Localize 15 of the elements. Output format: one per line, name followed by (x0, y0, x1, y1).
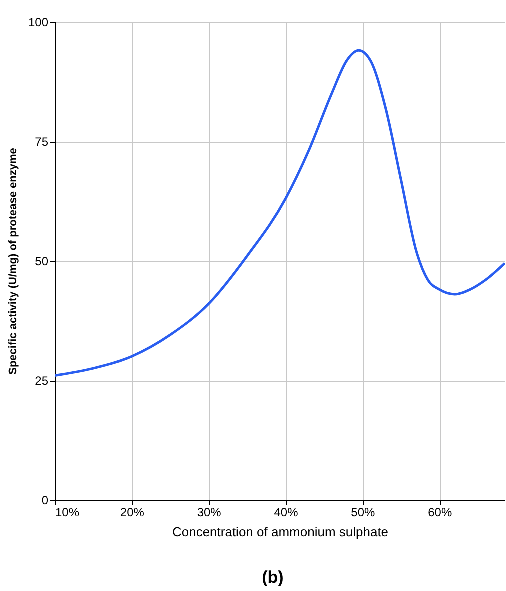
y-tick-label: 75 (35, 135, 49, 149)
y-tick-label: 0 (42, 494, 49, 508)
text: (b) (261, 568, 285, 588)
y-tick-label: 25 (35, 374, 49, 388)
x-axis-title: Concentration of ammonium sulphate (172, 524, 389, 540)
x-tick-label: 40% (274, 506, 299, 520)
x-tick-label: 30% (197, 506, 222, 520)
y-axis-title: Specific activity (U/mg) of protease enzyme (7, 148, 20, 375)
x-tick-label: 60% (428, 506, 452, 520)
y-tick-label: 100 (28, 16, 49, 30)
x-tick-label: 20% (120, 506, 145, 520)
x-tick-label: 50% (351, 506, 376, 520)
x-tick-label: 10% (56, 506, 80, 520)
line-series (55, 49, 505, 377)
y-tick-label: 50 (35, 254, 49, 268)
